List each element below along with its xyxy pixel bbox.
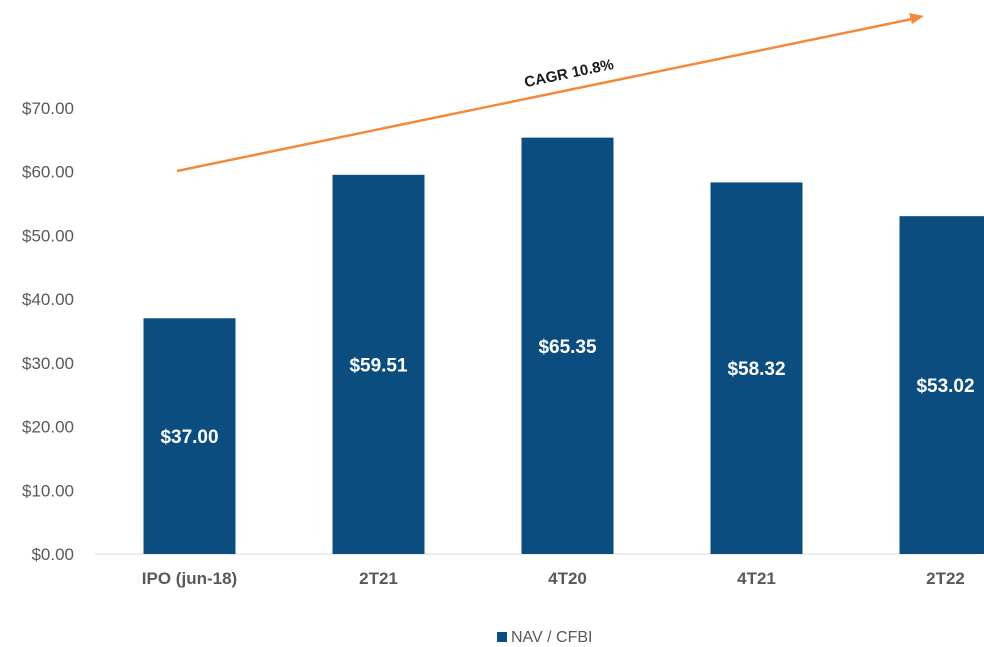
- y-axis: $0.00 $10.00 $20.00 $30.00 $40.00 $50.00 $60.0…: [22, 99, 74, 564]
- bar: [332, 174, 425, 554]
- x-tick-label: IPO (jun-18): [142, 569, 237, 588]
- legend: NAV / CFBI: [497, 629, 593, 646]
- cagr-arrow-line: [176, 17, 913, 173]
- data-label: $58.32: [727, 359, 785, 380]
- x-tick-label: 4T21: [737, 569, 776, 588]
- bar: [710, 182, 803, 555]
- data-label: $37.00: [160, 427, 218, 448]
- y-tick-label: $50.00: [22, 226, 74, 245]
- x-tick-label: 2T22: [926, 569, 965, 588]
- data-label: $65.35: [538, 337, 597, 358]
- cagr-label: CAGR 10.8%: [523, 56, 615, 91]
- y-tick-label: $30.00: [22, 354, 74, 373]
- cagr-arrow-head: [909, 13, 924, 24]
- x-tick-label: 4T20: [548, 569, 587, 588]
- x-axis: IPO (jun-18) 2T21 4T20 4T21 2T22: [142, 569, 965, 588]
- y-tick-label: $70.00: [22, 99, 74, 118]
- data-label: $59.51: [349, 355, 408, 376]
- legend-label: NAV / CFBI: [511, 629, 593, 646]
- bar: [143, 318, 236, 554]
- y-tick-label: $10.00: [22, 481, 74, 500]
- data-label: $53.02: [916, 376, 974, 397]
- y-tick-label: $60.00: [22, 163, 74, 182]
- bar: [899, 216, 984, 554]
- y-tick-label: $0.00: [31, 545, 74, 564]
- legend-swatch: [497, 632, 507, 642]
- y-tick-label: $40.00: [22, 290, 74, 309]
- bars: $37.00 $59.51 $65.35 $58.32 $53.02: [143, 137, 984, 555]
- x-tick-label: 2T21: [359, 569, 398, 588]
- bar: [521, 137, 614, 554]
- y-tick-label: $20.00: [22, 418, 74, 437]
